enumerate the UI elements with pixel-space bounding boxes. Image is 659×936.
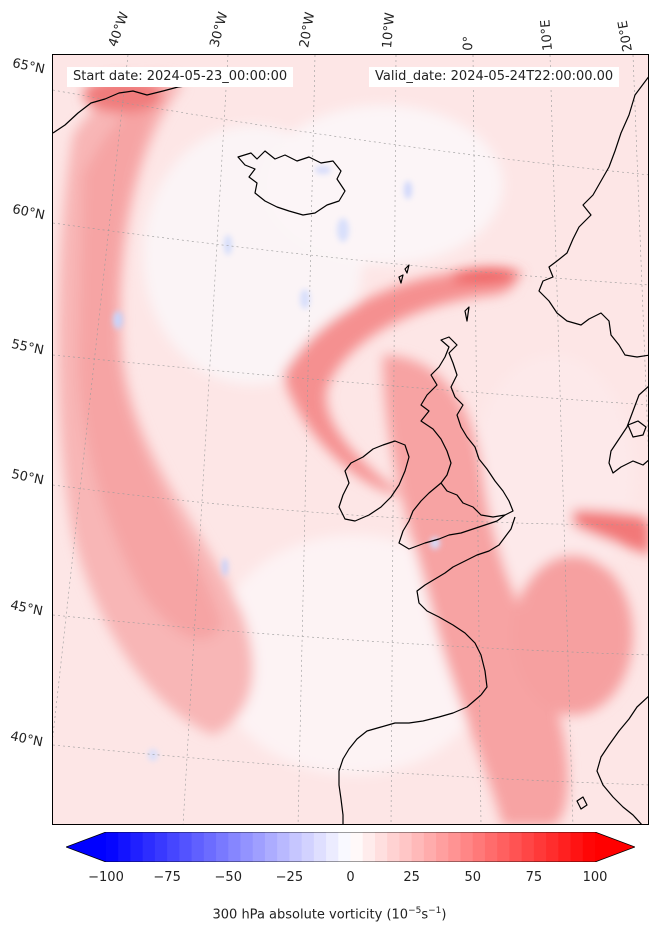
england-south-coast [398, 482, 506, 550]
map-panel: Start date: 2024-05-23_00:00:00 Valid_da… [52, 54, 649, 825]
colorbar-tick-label: 75 [525, 870, 543, 885]
colorbar-cell [509, 832, 523, 862]
colorbar-cell [154, 832, 168, 862]
colorbar-cell [533, 832, 547, 862]
lat-label-60n: 60°N [10, 202, 47, 224]
vorticity-map [53, 55, 648, 824]
colorbar-tick-label: 50 [464, 870, 482, 885]
colorbar-cell [338, 832, 351, 862]
colorbar-cell [546, 832, 559, 862]
colorbar-cell [362, 832, 376, 862]
colorbar-cell [191, 832, 205, 862]
vorticity-shading [58, 75, 648, 824]
colorbar-cell [301, 832, 315, 862]
mediterranean-coast [596, 696, 648, 824]
colorbar-cell [521, 832, 535, 862]
colorbar-cell [240, 832, 254, 862]
lat-label-45n: 45°N [8, 598, 45, 620]
lon-label-10w: 10°W [380, 11, 399, 49]
colorbar-cell [289, 832, 303, 862]
colorbar-cell [216, 832, 229, 862]
lon-label-40w: 40°W [105, 10, 133, 49]
norway-coast [538, 76, 648, 358]
lat-label-65n: 65°N [10, 56, 47, 78]
colorbar-cell [448, 832, 462, 862]
colorbar-cell [313, 832, 327, 862]
colorbar-cell [472, 832, 486, 862]
lat-label-55n: 55°N [9, 337, 46, 359]
iceland-coast [237, 150, 346, 216]
denmark-coast [608, 386, 648, 474]
colorbar-tick-label: 100 [582, 870, 608, 885]
colorbar-cell [203, 832, 217, 862]
colorbar-label: 300 hPa absolute vorticity (10−5s−1) [212, 906, 447, 923]
colorbar-tick-label: −100 [88, 870, 124, 885]
colorbar-cell [326, 832, 339, 862]
colorbar-cell [167, 832, 180, 862]
iberia-north-coast [338, 694, 482, 824]
lon-label-30w: 30°W [207, 10, 232, 49]
colorbar-cell [106, 832, 119, 862]
colorbar-tick-label: 25 [403, 870, 420, 885]
colorbar-cell [423, 832, 437, 862]
colorbar-tick-label: 0 [346, 870, 355, 885]
lon-label-20w: 20°W [297, 11, 319, 50]
valid-date-label: Valid_date: 2024-05-24T22:00:00.00 [369, 67, 620, 87]
colorbar-cell [179, 832, 193, 862]
lat-label-40n: 40°N [8, 729, 45, 751]
colorbar-cell [399, 832, 413, 862]
colorbar-cell [484, 832, 498, 862]
colorbar-tick-label: −50 [214, 870, 242, 885]
lon-label-20e: 20°E [615, 19, 636, 53]
colorbar-cell [460, 832, 474, 862]
colorbar-cell [252, 832, 266, 862]
colorbar-cell [277, 832, 290, 862]
colorbar-cell [411, 832, 425, 862]
colorbar-cell [570, 832, 584, 862]
colorbar-cell [374, 832, 388, 862]
negative-vorticity-patches [113, 166, 440, 761]
colorbar-cell [558, 832, 572, 862]
colorbar-cell [436, 832, 449, 862]
colorbar-cell [387, 832, 400, 862]
france-coast [416, 516, 516, 696]
colorbar-cell [582, 832, 596, 862]
start-date-label: Start date: 2024-05-23_00:00:00 [67, 67, 294, 87]
colorbar-extend-low [66, 832, 106, 862]
colorbar-extend-high [595, 832, 635, 862]
colorbar-cell [142, 832, 156, 862]
colorbar-tick-label: −25 [275, 870, 304, 885]
coastlines [53, 76, 648, 824]
colorbar-tick-label: −75 [153, 870, 181, 885]
colorbar [66, 832, 635, 862]
lon-label-0: 0° [461, 35, 477, 51]
graticule [53, 55, 648, 824]
colorbar-cell [350, 832, 364, 862]
great-britain-coast [420, 336, 514, 518]
colorbar-cell [130, 832, 144, 862]
colorbar-cell [497, 832, 510, 862]
ireland-coast [338, 440, 410, 522]
lon-label-10e: 10°E [538, 18, 556, 52]
lat-label-50n: 50°N [9, 467, 46, 489]
colorbar-cell [228, 832, 241, 862]
greenland-coast [53, 84, 194, 134]
colorbar-cell [118, 832, 131, 862]
colorbar-cell [264, 832, 278, 862]
